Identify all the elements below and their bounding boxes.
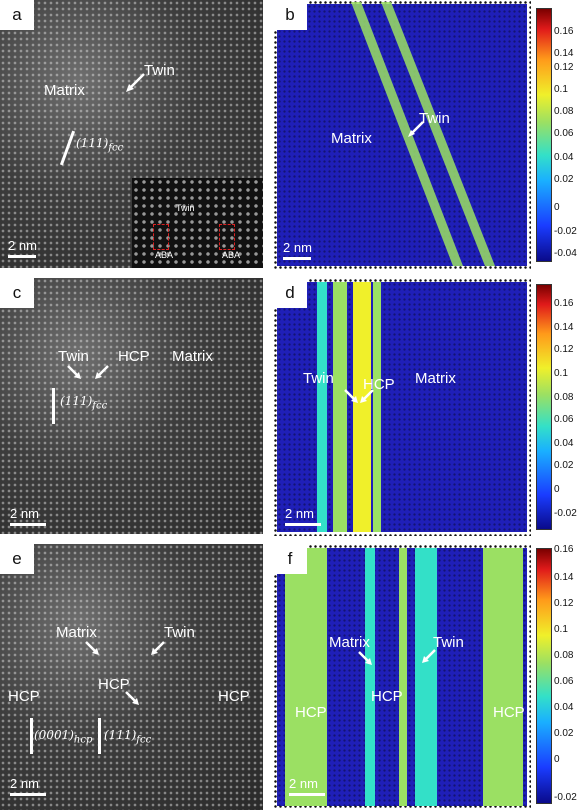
twin-arrow-icon [126,73,145,92]
hcp-label: HCP [493,704,525,721]
scale-bar: 2 nm [10,776,46,796]
panel-letter: e [0,544,34,574]
scale-bar: 2 nm [289,776,325,796]
hcp-arrow-icon [125,691,139,705]
hcp-band [285,548,327,806]
panel-c-tem-image: c Twin HCP Matrix (111)fcc 2 nm [0,278,263,534]
matrix-label: Matrix [415,370,456,387]
plane-line [52,388,55,424]
twin-label: Twin [164,624,195,641]
hcp-label: HCP [218,688,250,705]
hcp-label: HCP [98,676,130,693]
inset-red-box [219,224,235,250]
scale-bar: 2 nm [8,238,37,258]
twin-label: Twin [303,370,334,387]
hcp-band [317,282,327,532]
inset-twin-label: Twin [176,203,195,213]
twin-label: Twin [419,110,450,127]
panel-letter: c [0,278,34,308]
plane-label: (0001)hcp [34,728,93,746]
hcp-arrow-icon [95,365,109,379]
matrix-label: Matrix [56,624,97,641]
matrix-arrow-icon [85,641,99,655]
hcp-band [399,548,407,806]
twin-label: Twin [144,62,175,79]
hcp-label: HCP [363,376,395,393]
hcp-band [483,548,523,806]
scale-bar: 2 nm [285,506,321,526]
hcp-label: HCP [371,688,403,705]
plane-label: (111)fcc [60,394,108,412]
matrix-label: Matrix [172,348,213,365]
matrix-label: Matrix [44,82,85,99]
scale-bar: 2 nm [10,506,46,526]
twin-arrow-icon [344,389,358,403]
inset-image [132,178,263,268]
panel-e-tem-image: e Matrix Twin HCP HCP HCP (0001)hcp (111… [0,544,263,810]
inset-red-box [153,224,169,250]
twin-label: Twin [433,634,464,651]
twin-arrow-icon [408,121,424,137]
hcp-band [415,548,437,806]
matrix-label: Matrix [331,130,372,147]
twin-band [373,282,381,532]
colorbar-b [536,8,552,262]
plane-line [30,718,33,754]
panel-f-strain-map: f Matrix Twin HCP HCP HCP 2 nm [273,544,531,810]
hcp-label: HCP [8,688,40,705]
plane-label: (111)fcc [104,728,152,746]
colorbar-f [536,548,552,804]
inset-aba-label: ABA [155,250,174,260]
panel-a-tem-image: a Matrix Twin (111)fcc 2 nm Twin ABA ABA [0,0,263,268]
twin-bands [351,2,495,266]
plane-line [59,130,76,166]
panel-d-strain-map: d Twin HCP Matrix 2 nm [273,278,531,536]
twin-label: Twin [58,348,89,365]
panel-letter: f [273,544,307,574]
hcp-label: HCP [295,704,327,721]
hcp-band [333,282,347,532]
hcp-label: HCP [118,348,150,365]
hcp-band [353,282,371,532]
colorbar-d [536,284,552,530]
panel-b-strain-map: b Matrix Twin 2 nm [273,0,531,270]
panel-letter: a [0,0,34,30]
matrix-arrow-icon [358,651,372,665]
twin-arrow-icon [67,365,81,379]
plane-label: (111)fcc [76,136,124,154]
hcp-arrow-icon [360,389,374,403]
plane-line [98,718,101,754]
panel-letter: d [273,278,307,308]
panel-letter: b [273,0,307,30]
twin-arrow-icon [151,641,165,655]
matrix-label: Matrix [329,634,370,651]
inset-aba-label: ABA [222,250,241,260]
twin-arrow-icon [422,649,436,663]
scale-bar: 2 nm [283,240,312,260]
hcp-band [365,548,375,806]
